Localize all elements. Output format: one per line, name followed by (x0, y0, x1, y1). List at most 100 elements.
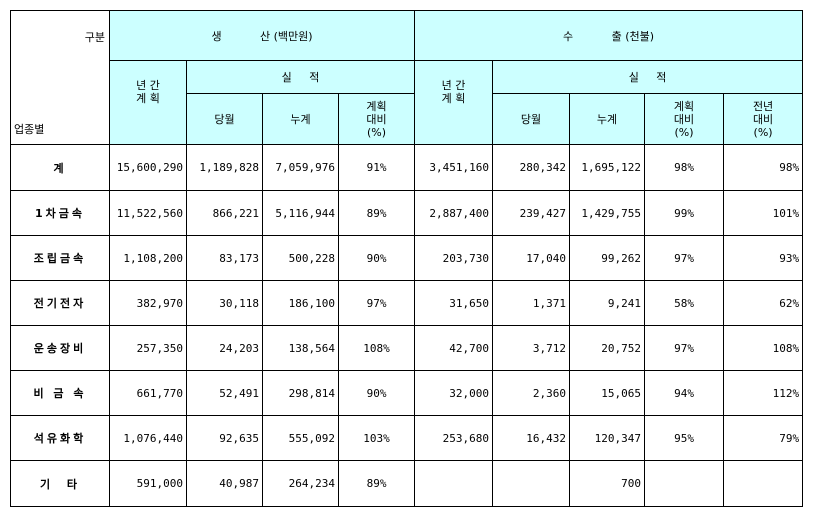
production-month-value: 83,173 (186, 235, 263, 281)
export-plan-value: 42,700 (414, 325, 494, 371)
production-ratio-value: 97% (337, 280, 416, 326)
export-plan-ratio-header: 계획 대비 (%) (644, 93, 725, 145)
export-cumulative-value: 99,262 (569, 235, 646, 281)
export-plan-value: 3,451,160 (414, 144, 494, 191)
production-plan-value: 661,770 (109, 370, 187, 416)
export-plan-value: 31,650 (414, 280, 494, 326)
export-yoy-value: 112% (723, 370, 804, 416)
production-annual-plan-header: 년 간 계 획 (109, 60, 187, 145)
production-month-value: 52,491 (186, 370, 263, 416)
export-month-value: 3,712 (492, 325, 571, 371)
export-month-value (492, 460, 571, 507)
production-cumulative-value: 264,234 (262, 460, 339, 507)
export-yoy-value (723, 460, 804, 507)
production-ratio-value: 103% (337, 415, 416, 461)
export-month-value: 280,342 (492, 144, 571, 191)
production-ratio-value: 108% (337, 325, 416, 371)
export-cumulative-value: 20,752 (569, 325, 646, 371)
production-cumulative-value: 138,564 (262, 325, 339, 371)
export-results-header: 실 적 (492, 60, 804, 94)
production-plan-value: 382,970 (109, 280, 187, 326)
table-row: 조립금속 1,108,200 83,173 500,228 90% 203,73… (10, 235, 804, 281)
export-plan-value: 2,887,400 (414, 190, 494, 236)
export-month-value: 16,432 (492, 415, 571, 461)
production-plan-value: 1,108,200 (109, 235, 187, 281)
export-ratio-value: 58% (644, 280, 725, 326)
export-plan-value: 32,000 (414, 370, 494, 416)
export-ratio-value: 97% (644, 235, 725, 281)
industry-name: 조립금속 (10, 235, 110, 281)
production-cumulative-value: 500,228 (262, 235, 339, 281)
production-cumulative-value: 555,092 (262, 415, 339, 461)
corner-bottom-label: 업종별 (14, 123, 45, 136)
export-yoy-ratio-header: 전년 대비 (%) (723, 93, 804, 145)
export-ratio-value: 94% (644, 370, 725, 416)
export-yoy-value: 62% (723, 280, 804, 326)
export-yoy-value: 79% (723, 415, 804, 461)
export-cumulative-value: 120,347 (569, 415, 646, 461)
industry-name: 전기전자 (10, 280, 110, 326)
export-yoy-value: 93% (723, 235, 804, 281)
export-month-value: 239,427 (492, 190, 571, 236)
production-cumulative-value: 7,059,976 (262, 144, 339, 191)
export-yoy-value: 101% (723, 190, 804, 236)
production-month-header: 당월 (186, 93, 263, 145)
export-month-value: 17,040 (492, 235, 571, 281)
production-cumulative-value: 298,814 (262, 370, 339, 416)
production-ratio-value: 91% (337, 144, 416, 191)
export-cumulative-value: 700 (569, 460, 646, 507)
export-month-header: 당월 (492, 93, 571, 145)
export-month-value: 2,360 (492, 370, 571, 416)
production-plan-value: 591,000 (109, 460, 187, 507)
export-month-value: 1,371 (492, 280, 571, 326)
corner-header: 구분 업종별 (10, 10, 110, 145)
production-cumulative-value: 186,100 (262, 280, 339, 326)
export-cumulative-value: 1,429,755 (569, 190, 646, 236)
production-plan-ratio-header: 계획 대비 (%) (337, 93, 416, 145)
production-month-value: 1,189,828 (186, 144, 263, 191)
production-plan-value: 1,076,440 (109, 415, 187, 461)
export-cumulative-value: 9,241 (569, 280, 646, 326)
export-annual-plan-header: 년 간 계 획 (414, 60, 494, 145)
industry-name: 운송장비 (10, 325, 110, 371)
export-annual-plan-label: 년 간 계 획 (441, 78, 466, 105)
production-plan-value: 257,350 (109, 325, 187, 371)
industry-name: 계 (10, 144, 110, 191)
production-export-table: 구분 업종별 생 산 (백만원) 수 출 (천불) 년 간 계 획 실 적 년 … (10, 10, 804, 507)
production-ratio-value: 89% (337, 460, 416, 507)
production-month-value: 24,203 (186, 325, 263, 371)
table-row: 전기전자 382,970 30,118 186,100 97% 31,650 1… (10, 280, 804, 326)
export-cumulative-value: 15,065 (569, 370, 646, 416)
production-results-header: 실 적 (185, 60, 416, 94)
export-ratio-value: 95% (644, 415, 725, 461)
export-cumulative-value: 1,695,122 (569, 144, 646, 191)
export-plan-value: 203,730 (414, 235, 494, 281)
production-month-value: 40,987 (186, 460, 263, 507)
export-yoy-value: 108% (723, 325, 804, 371)
export-plan-value (414, 460, 494, 507)
table-row: 비 금 속 661,770 52,491 298,814 90% 32,000 … (10, 370, 804, 416)
table-row: 계 15,600,290 1,189,828 7,059,976 91% 3,4… (10, 144, 804, 191)
industry-name: 비 금 속 (10, 370, 110, 416)
export-ratio-value (644, 460, 725, 507)
production-plan-value: 11,522,560 (109, 190, 187, 236)
table-row: 기 타 591,000 40,987 264,234 89% 700 (10, 460, 804, 507)
industry-name: 기 타 (10, 460, 110, 507)
export-header: 수 출 (천불) (414, 10, 804, 61)
industry-name: 석유화학 (10, 415, 110, 461)
export-cumulative-header: 누계 (569, 93, 646, 145)
production-month-value: 92,635 (186, 415, 263, 461)
industry-name: 1차금속 (10, 190, 110, 236)
production-ratio-value: 90% (337, 235, 416, 281)
production-month-value: 866,221 (186, 190, 263, 236)
production-annual-plan-label: 년 간 계 획 (136, 78, 160, 105)
corner-top-label: 구분 (84, 31, 105, 44)
export-ratio-value: 97% (644, 325, 725, 371)
production-cumulative-value: 5,116,944 (262, 190, 339, 236)
production-month-value: 30,118 (186, 280, 263, 326)
production-ratio-value: 90% (337, 370, 416, 416)
export-ratio-value: 98% (644, 144, 725, 191)
production-cumulative-header: 누계 (262, 93, 339, 145)
table-row: 석유화학 1,076,440 92,635 555,092 103% 253,6… (10, 415, 804, 461)
production-plan-value: 15,600,290 (109, 144, 187, 191)
